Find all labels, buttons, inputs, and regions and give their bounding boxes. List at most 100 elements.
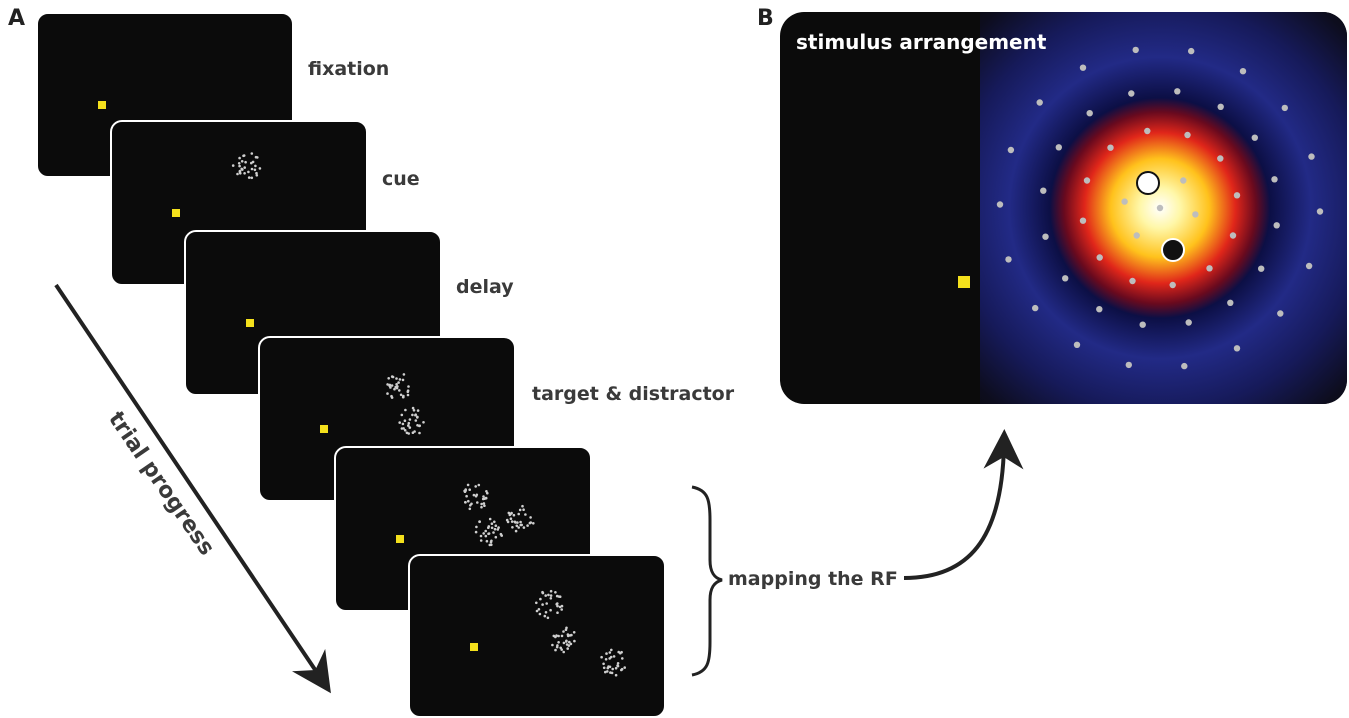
motion-dot xyxy=(408,418,412,421)
motion-dot xyxy=(478,520,481,524)
motion-dot xyxy=(518,508,522,512)
motion-dot xyxy=(474,485,477,488)
probe-location-dot xyxy=(1107,144,1114,151)
motion-dot xyxy=(522,526,526,529)
motion-dot xyxy=(398,389,401,392)
motion-dot xyxy=(489,540,493,544)
motion-dot xyxy=(253,168,257,172)
motion-dot xyxy=(240,167,243,171)
motion-dot xyxy=(610,671,614,675)
stage-label-fixation: fixation xyxy=(308,58,390,80)
motion-dot xyxy=(608,665,612,669)
probe-location-dot xyxy=(1258,265,1265,272)
motion-dot xyxy=(569,642,573,646)
motion-dot xyxy=(480,502,483,506)
screen-mapping-2 xyxy=(408,554,666,718)
motion-dot xyxy=(397,381,400,384)
motion-dot xyxy=(391,375,395,379)
motion-dot xyxy=(568,640,571,644)
motion-dot xyxy=(390,394,393,398)
motion-dot xyxy=(386,392,389,395)
motion-dot xyxy=(562,630,565,633)
motion-dot xyxy=(604,670,607,674)
motion-dot xyxy=(482,532,485,535)
distractor-dot-patch xyxy=(474,517,503,547)
motion-dot xyxy=(611,667,614,671)
probe-location-dot xyxy=(1132,46,1139,54)
motion-dot xyxy=(399,393,403,397)
motion-dot xyxy=(416,415,419,419)
motion-dot xyxy=(414,419,418,422)
motion-dot xyxy=(514,521,517,524)
motion-dot xyxy=(402,395,405,399)
probe-location-dot xyxy=(1079,64,1087,71)
distractor-dot-patch xyxy=(551,626,576,654)
probe-location-dot xyxy=(1133,232,1140,239)
motion-dot xyxy=(466,483,470,487)
motion-dot xyxy=(560,608,563,611)
motion-dot xyxy=(401,422,405,426)
motion-dot xyxy=(250,176,254,180)
probe-location-dot xyxy=(1233,192,1241,199)
motion-dot xyxy=(535,601,538,605)
motion-dot xyxy=(405,431,409,435)
motion-dot xyxy=(557,641,560,644)
fixation-point xyxy=(320,425,328,433)
motion-dot xyxy=(407,421,411,425)
probe-dot-patch xyxy=(505,504,535,533)
fixation-point xyxy=(396,535,404,543)
motion-dot xyxy=(493,527,497,531)
probe-location-dot xyxy=(996,201,1004,208)
motion-dot xyxy=(510,511,513,515)
motion-dot xyxy=(238,156,241,160)
motion-dot xyxy=(600,655,603,659)
motion-dot xyxy=(565,639,568,643)
motion-dot xyxy=(258,167,262,170)
motion-dot xyxy=(526,524,529,527)
motion-dot xyxy=(492,531,495,534)
probe-location-dot xyxy=(1129,277,1136,285)
motion-dot xyxy=(608,651,612,654)
motion-dot xyxy=(474,530,478,534)
probe-location-dot xyxy=(1144,127,1151,135)
motion-dot xyxy=(529,521,533,524)
motion-dot xyxy=(483,504,486,507)
motion-dot xyxy=(572,631,576,634)
motion-dot xyxy=(395,377,398,380)
probe-location-dot xyxy=(1277,310,1284,317)
motion-dot xyxy=(538,612,542,616)
probe-location-dot xyxy=(1239,68,1247,75)
motion-dot xyxy=(247,176,251,179)
probe-location-dot xyxy=(1055,144,1062,151)
motion-dot xyxy=(544,611,548,614)
probe-location-dot xyxy=(1251,134,1258,141)
motion-dot xyxy=(539,597,542,601)
motion-dot xyxy=(555,634,558,637)
probe-location-dot xyxy=(1096,254,1103,261)
motion-dot xyxy=(562,650,565,654)
motion-dot xyxy=(490,522,494,525)
motion-dot xyxy=(237,162,241,165)
motion-dot xyxy=(250,152,254,155)
motion-dot xyxy=(546,616,550,620)
probe-location-dot xyxy=(1128,90,1135,97)
stimulus-arrangement-panel: stimulus arrangement xyxy=(780,12,1347,404)
motion-dot xyxy=(254,155,258,159)
motion-dot xyxy=(484,534,488,538)
motion-dot xyxy=(243,172,246,175)
motion-dot xyxy=(254,164,257,168)
motion-dot xyxy=(519,520,522,524)
motion-dot xyxy=(468,507,472,511)
motion-dot xyxy=(516,521,519,524)
mapping-label: mapping the RF xyxy=(728,568,898,590)
motion-dot xyxy=(549,589,553,593)
motion-dot xyxy=(573,639,576,643)
motion-dot xyxy=(520,523,523,527)
motion-dot xyxy=(521,504,524,508)
cue-dot-patch xyxy=(231,152,262,180)
probe-location-dot xyxy=(1083,177,1091,184)
motion-dot xyxy=(499,532,503,536)
motion-dot xyxy=(470,502,473,506)
target-dot-patch xyxy=(463,483,489,511)
probe-location-dot xyxy=(1040,187,1047,194)
